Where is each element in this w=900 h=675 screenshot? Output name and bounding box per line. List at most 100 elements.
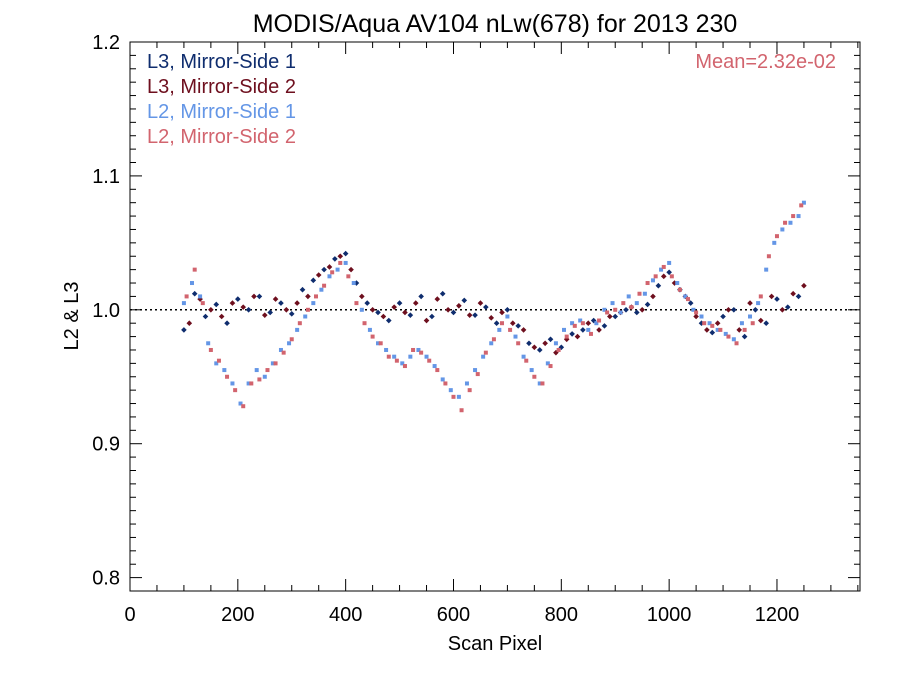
data-point-diamond [644, 301, 651, 308]
data-point-diamond [493, 320, 500, 326]
legend: L3, Mirror-Side 1 L3, Mirror-Side 2 L2, Mi… [147, 51, 296, 148]
legend-entry: L3, Mirror-Side 2 [147, 76, 296, 98]
data-point-square [626, 294, 631, 299]
data-point-square [791, 214, 796, 219]
axis-ticks [129, 41, 860, 591]
data-point-diamond [801, 282, 807, 289]
data-point-square [419, 350, 424, 355]
data-point-diamond [181, 327, 187, 333]
y-tick-label: 1.0 [92, 300, 120, 322]
data-point-square [241, 404, 246, 409]
data-point-square [669, 274, 674, 279]
data-point-square [699, 314, 704, 319]
data-point-square [354, 301, 359, 306]
data-point-square [346, 274, 351, 279]
data-point-square [783, 220, 788, 225]
data-point-diamond [402, 309, 408, 316]
data-point-square [386, 354, 391, 359]
data-point-diamond [385, 317, 392, 324]
data-point-diamond [536, 347, 543, 353]
data-point-square [610, 301, 615, 306]
data-point-diamond [240, 304, 247, 310]
data-point-diamond [439, 290, 446, 297]
data-point-square [327, 274, 332, 279]
data-point-diamond [423, 317, 430, 324]
data-point-square [362, 321, 367, 326]
data-point-square [359, 307, 364, 312]
data-point-diamond [585, 320, 592, 326]
data-point-square [686, 297, 691, 302]
x-tick-label: 0 [124, 604, 135, 626]
y-tick-label: 1.1 [92, 166, 120, 188]
data-point-square [190, 281, 195, 286]
data-point-square [653, 274, 658, 279]
data-point-square [532, 374, 537, 379]
chart-title: MODIS/Aqua AV104 nLw(678) for 2013 230 [253, 10, 738, 38]
data-point-diamond [499, 309, 505, 316]
data-point-square [540, 381, 545, 386]
data-point-diamond [768, 293, 775, 300]
data-point-diamond [531, 344, 538, 351]
data-point-diamond [337, 253, 344, 260]
data-point-square [634, 301, 639, 306]
data-point-diamond [235, 296, 241, 302]
data-point-square [184, 294, 189, 299]
data-point-square [262, 374, 267, 379]
series-1 [181, 250, 802, 353]
x-tick-label: 600 [437, 604, 470, 626]
data-point-diamond [407, 312, 414, 318]
data-point-square [723, 331, 728, 336]
data-point-square [270, 361, 275, 366]
data-point-square [613, 307, 618, 312]
data-point-square [424, 354, 429, 359]
data-point-square [594, 321, 599, 326]
data-point-square [497, 327, 502, 332]
data-point-square [416, 347, 421, 352]
data-point-diamond [774, 296, 780, 302]
data-point-square [230, 381, 235, 386]
data-point-diamond [396, 300, 403, 306]
data-point-diamond [299, 286, 306, 293]
data-point-diamond [784, 304, 791, 310]
data-point-diamond [596, 327, 602, 333]
data-point-diamond [186, 320, 193, 326]
data-point-diamond [509, 320, 516, 326]
data-point-diamond [321, 266, 327, 273]
x-tick-label: 1200 [755, 604, 800, 626]
data-point-diamond [693, 313, 699, 320]
data-point-square [287, 341, 292, 346]
data-point-square [411, 347, 416, 352]
data-point-square [432, 364, 437, 369]
data-point-square [562, 327, 567, 332]
data-point-square [659, 267, 664, 272]
data-point-diamond [267, 309, 273, 316]
data-point-square [402, 364, 407, 369]
data-point-diamond [229, 300, 236, 306]
data-point-square [200, 301, 205, 306]
data-point-diamond [655, 282, 662, 289]
data-point-square [545, 361, 550, 366]
data-point-square [351, 281, 356, 286]
data-point-diamond [477, 300, 484, 306]
data-point-diamond [607, 313, 613, 320]
data-point-square [198, 294, 203, 299]
data-point-square [222, 368, 227, 373]
legend-entry: L2, Mirror-Side 1 [147, 101, 296, 123]
data-point-square [645, 281, 650, 286]
data-point-square [710, 323, 715, 328]
x-tick-label: 200 [221, 604, 254, 626]
data-point-square [702, 321, 707, 326]
data-point-square [206, 341, 211, 346]
data-point-square [305, 307, 310, 312]
data-point-diamond [288, 311, 295, 317]
data-point-square [675, 281, 680, 286]
data-point-square [475, 372, 480, 377]
data-point-diamond [213, 301, 220, 308]
data-point-square [427, 358, 432, 363]
x-tick-label: 800 [545, 604, 578, 626]
data-point-square [780, 227, 785, 232]
data-point-square [297, 321, 302, 326]
x-tick-label: 400 [329, 604, 362, 626]
data-point-diamond [526, 340, 532, 347]
data-point-square [513, 334, 518, 339]
